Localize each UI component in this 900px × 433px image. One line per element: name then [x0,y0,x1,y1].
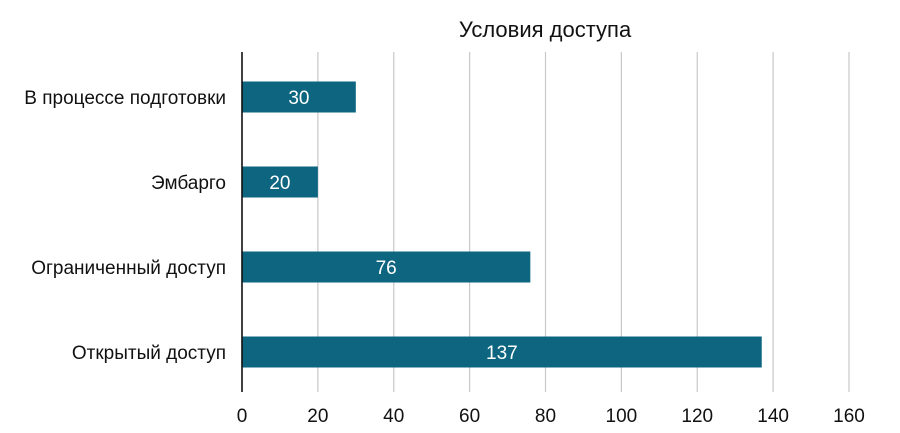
x-tick-label-20: 20 [307,406,328,427]
bar-4 [242,336,762,368]
x-tick-label-160: 160 [833,406,865,427]
x-tick-label-80: 80 [535,406,556,427]
category-label-3: Ограниченный доступ [31,258,226,279]
x-tick-label-40: 40 [383,406,404,427]
bar-1 [242,81,356,113]
bars [242,81,762,368]
category-label-4: Открытый доступ [72,343,226,364]
category-label-1: В процессе подготовки [24,88,226,109]
x-tick-label-60: 60 [459,406,480,427]
gridlines [317,52,850,392]
bar-3 [242,251,531,283]
x-tick-label-0: 0 [237,406,248,427]
category-labels: В процессе подготовки Эмбарго Ограниченный… [24,88,226,364]
bar-value-label-1: 30 [288,88,309,109]
bar-value-label-3: 76 [376,258,397,279]
category-label-2: Эмбарго [151,173,226,194]
x-tick-label-120: 120 [681,406,713,427]
x-tick-label-140: 140 [757,406,789,427]
bar-2 [242,166,318,198]
bar-value-label-2: 20 [269,173,290,194]
bar-data-labels: 30 20 76 137 [269,88,517,364]
x-axis-tick-labels: 0 20 40 60 80 100 120 140 160 [237,406,865,427]
chart-title: Условия доступа [459,17,632,42]
bar-value-label-4: 137 [486,343,518,364]
x-tick-label-100: 100 [606,406,638,427]
